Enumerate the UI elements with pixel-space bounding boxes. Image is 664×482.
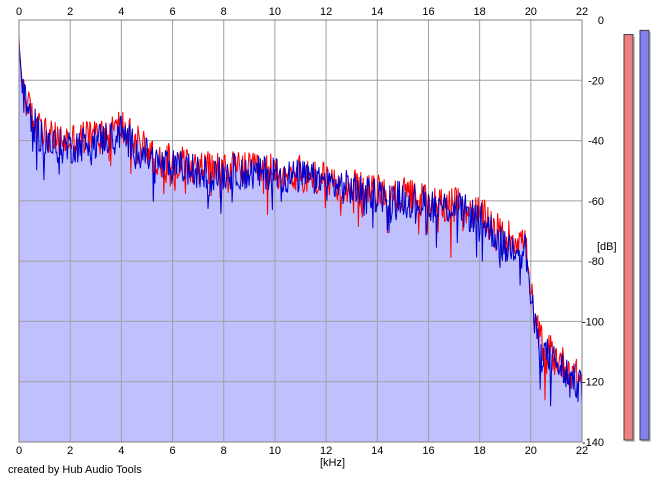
level-meter-right xyxy=(639,29,650,441)
x-tick-labels-top: 0 2 4 6 8 10 12 14 16 18 20 22 xyxy=(16,6,588,18)
level-meters xyxy=(623,29,651,443)
y-tick-label: -40 xyxy=(588,136,604,148)
x-tick-label-bottom: 22 xyxy=(576,445,588,457)
x-tick-label-top: 14 xyxy=(371,6,383,18)
x-tick-label-top: 20 xyxy=(525,6,537,18)
x-tick-label-top: 10 xyxy=(269,6,281,18)
y-tick-label: 0 xyxy=(598,15,604,27)
x-tick-label-bottom: 2 xyxy=(67,445,73,457)
x-tick-label-bottom: 4 xyxy=(118,445,124,457)
x-tick-label-top: 4 xyxy=(118,6,124,18)
x-tick-label-top: 16 xyxy=(422,6,434,18)
spectrum-area xyxy=(19,34,582,442)
x-axis-label: [kHz] xyxy=(320,457,346,469)
x-tick-label-bottom: 6 xyxy=(169,445,175,457)
spectrum-series xyxy=(18,34,583,407)
x-tick-label-bottom: 10 xyxy=(269,445,281,457)
x-tick-labels-bottom: 0 2 4 6 8 10 12 14 16 18 20 22 xyxy=(16,445,588,457)
series-line-right xyxy=(18,42,583,407)
y-tick-label: -100 xyxy=(582,316,604,328)
x-tick-label-top: 8 xyxy=(221,6,227,18)
x-tick-label-top: 12 xyxy=(320,6,332,18)
y-tick-label: -20 xyxy=(588,75,604,87)
x-tick-label-bottom: 14 xyxy=(371,445,383,457)
y-tick-label: -120 xyxy=(582,377,604,389)
x-tick-label-bottom: 18 xyxy=(474,445,486,457)
x-tick-label-bottom: 0 xyxy=(16,445,22,457)
plot-frame xyxy=(18,19,583,443)
x-tick-label-bottom: 8 xyxy=(221,445,227,457)
x-tick-label-top: 2 xyxy=(67,6,73,18)
level-meter-left xyxy=(623,34,634,441)
credit-text: created by Hub Audio Tools xyxy=(8,464,142,476)
x-tick-label-top: 22 xyxy=(576,6,588,18)
x-tick-label-top: 0 xyxy=(16,6,22,18)
x-tick-label-bottom: 12 xyxy=(320,445,332,457)
y-tick-label: -60 xyxy=(588,196,604,208)
spectrum-fill xyxy=(19,34,582,442)
x-tick-label-bottom: 20 xyxy=(525,445,537,457)
y-tick-labels: 0 -20 -40 -60 -80 -100 -120 -140 xyxy=(582,15,604,449)
x-tick-label-top: 18 xyxy=(474,6,486,18)
x-tick-label-top: 6 xyxy=(169,6,175,18)
y-tick-label: -140 xyxy=(582,437,604,449)
y-tick-label: -80 xyxy=(588,256,604,268)
x-tick-label-bottom: 16 xyxy=(422,445,434,457)
y-axis-label: [dB] xyxy=(597,241,617,253)
